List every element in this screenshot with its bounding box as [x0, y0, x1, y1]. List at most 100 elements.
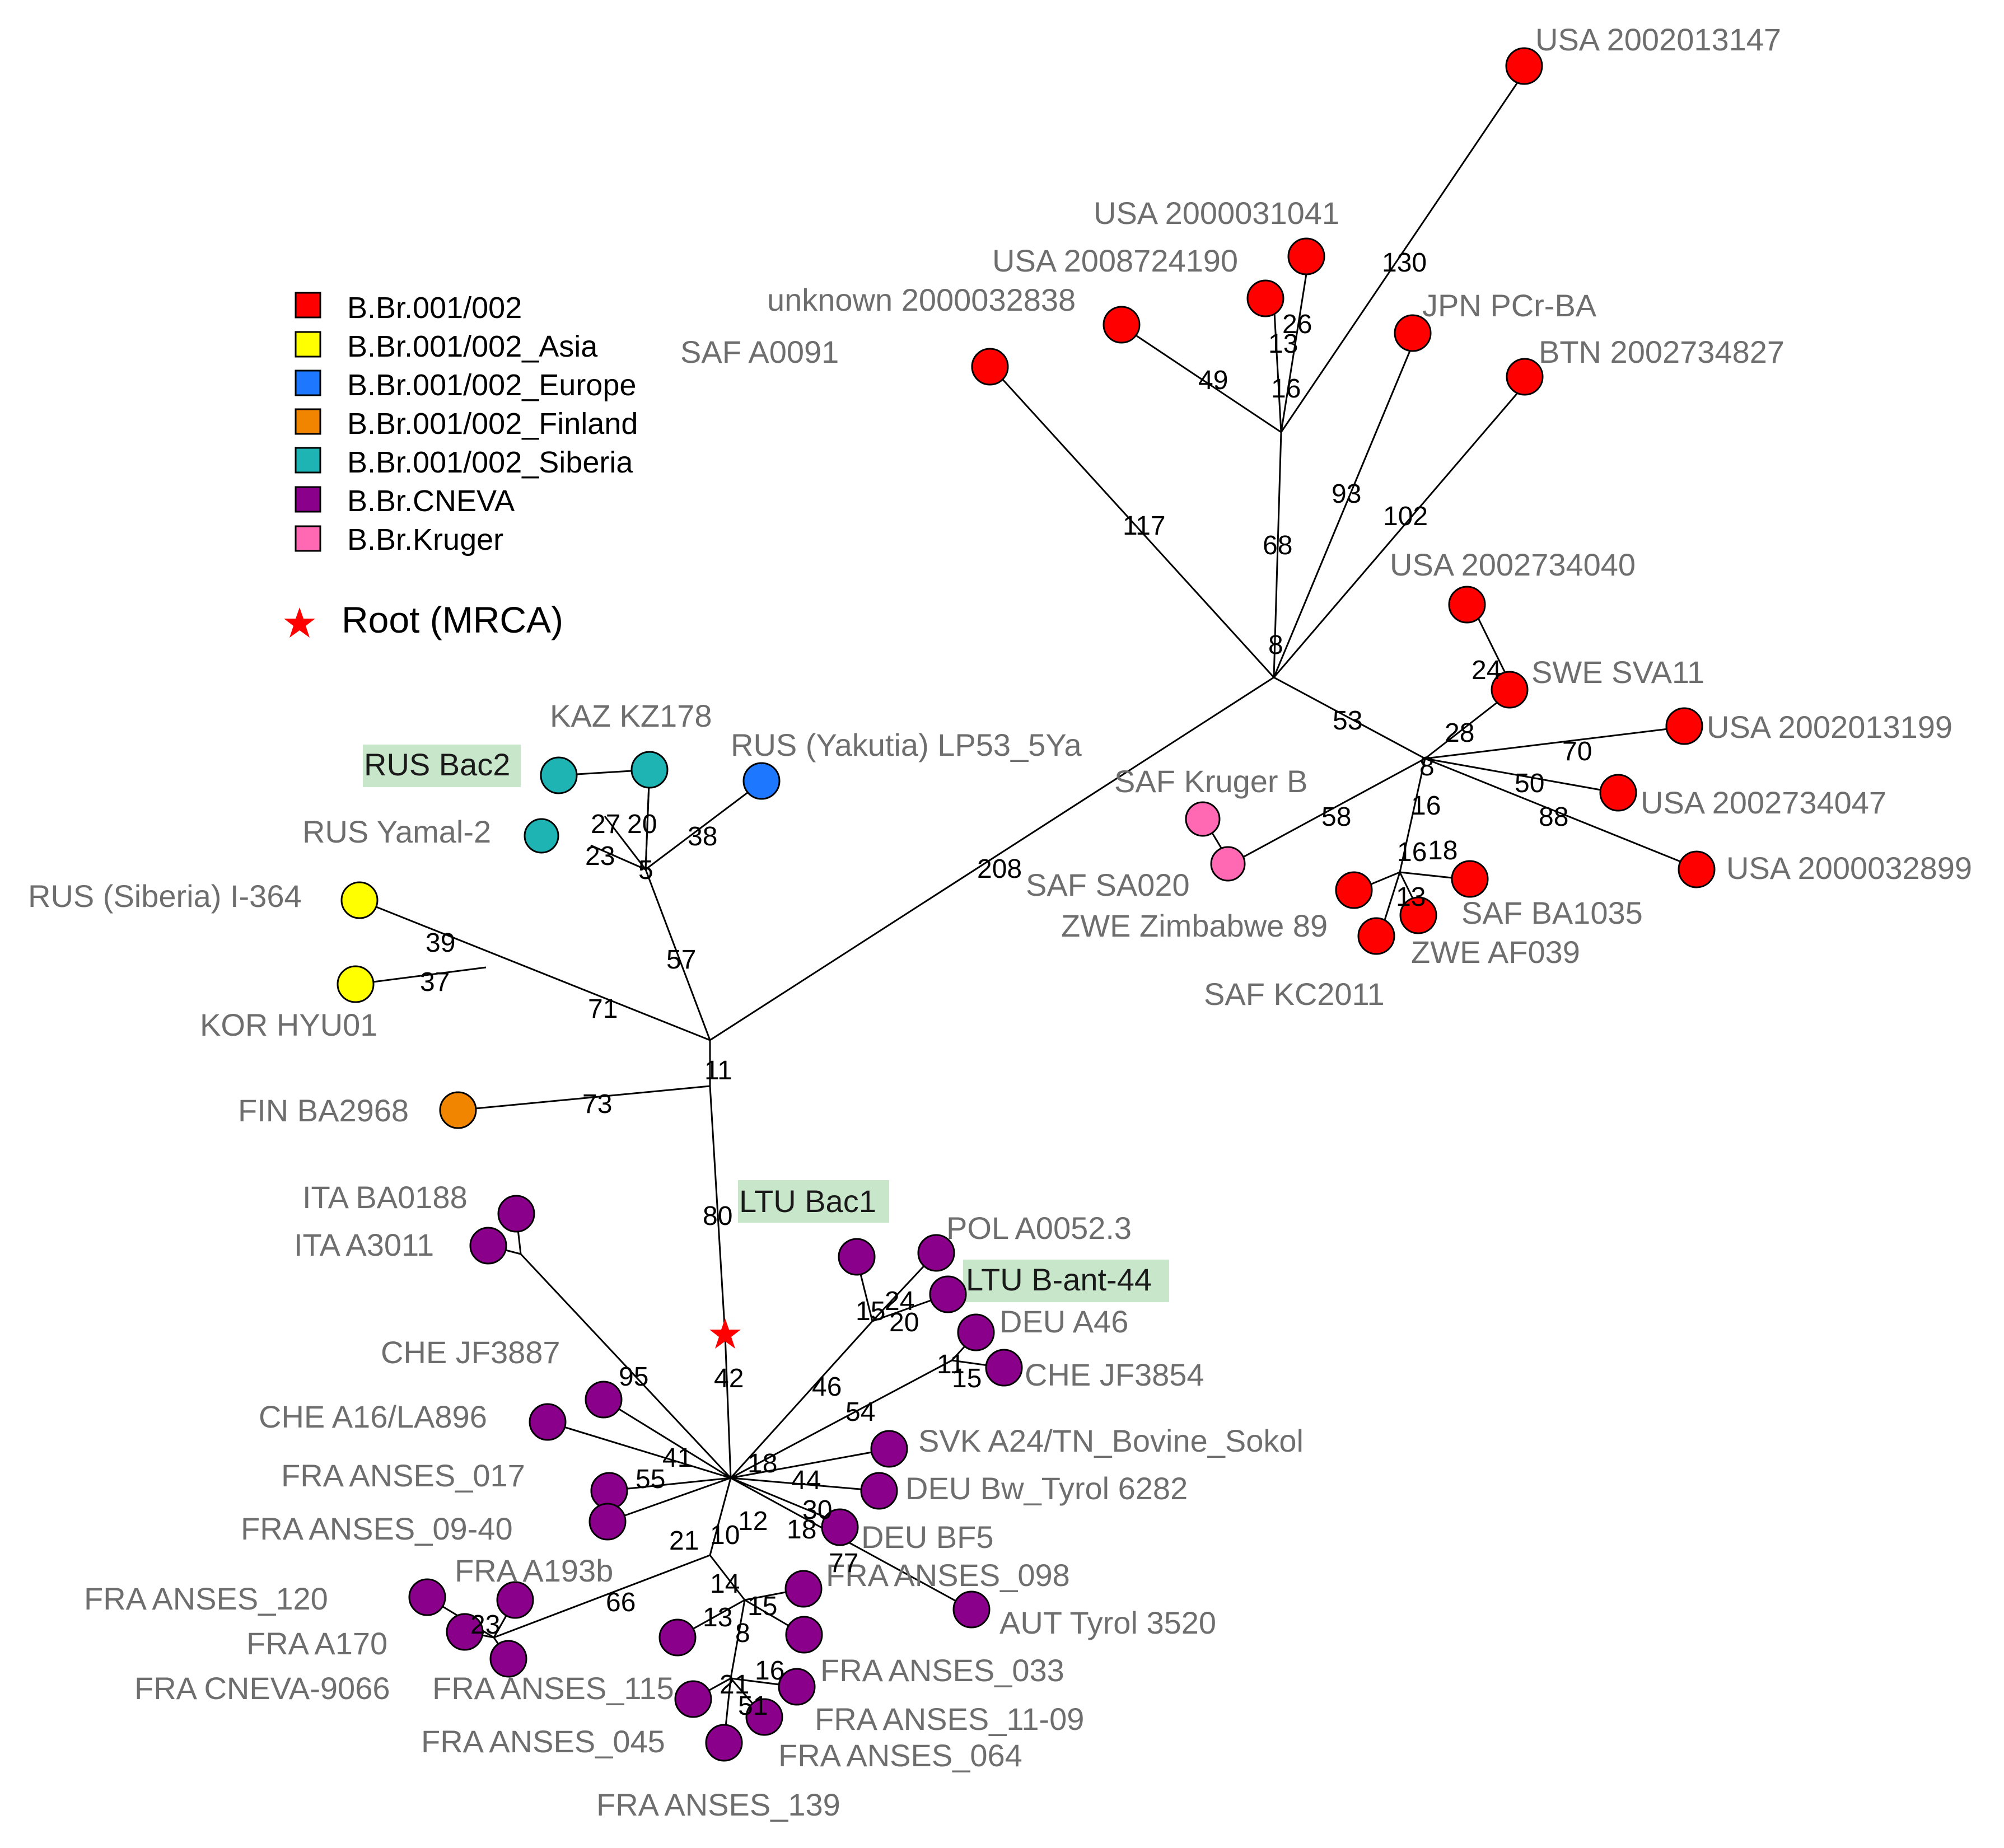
- legend: B.Br.001/002 B.Br.001/002_Asia B.Br.001/…: [284, 291, 638, 640]
- branch-length: 30: [802, 1495, 832, 1525]
- node-kaz-kz178[interactable]: [630, 751, 669, 789]
- branch: [604, 816, 647, 870]
- node-ltu-bant44[interactable]: [929, 1275, 967, 1313]
- legend-label: B.Br.Kruger: [347, 523, 503, 556]
- node-usa-2000032899[interactable]: [1678, 850, 1716, 888]
- strain-label: BTN 2002734827: [1539, 334, 1785, 369]
- node-deu-bf5[interactable]: [821, 1508, 859, 1546]
- node-fra-cneva[interactable]: [489, 1640, 527, 1678]
- strain-label: POL A0052.3: [946, 1210, 1132, 1246]
- node-usa-2008724190[interactable]: [1246, 279, 1284, 317]
- node-fra-anses-139[interactable]: [705, 1724, 743, 1762]
- legend-root-label: Root (MRCA): [342, 599, 563, 640]
- legend-label: B.Br.001/002: [347, 291, 522, 325]
- strain-label: DEU BF5: [861, 1519, 994, 1555]
- legend-root-star-icon: [284, 607, 315, 638]
- node-fin-ba2968[interactable]: [439, 1091, 477, 1129]
- branch: [603, 1398, 731, 1479]
- node-saf-a0091[interactable]: [971, 348, 1009, 386]
- strain-label: FRA ANSES_045: [421, 1724, 665, 1759]
- branch-length: 77: [829, 1548, 858, 1578]
- branch-length: 18: [1428, 836, 1458, 865]
- branch: [457, 1085, 711, 1111]
- node-fra-a170[interactable]: [446, 1613, 484, 1651]
- node-rus-siberia[interactable]: [340, 881, 379, 919]
- branch-length: 66: [606, 1588, 636, 1617]
- branch: [730, 1359, 952, 1479]
- branch: [709, 676, 1274, 1041]
- strain-label: USA 2002013147: [1535, 22, 1781, 57]
- branch-length: 117: [1123, 511, 1166, 541]
- node-fra-anses-045[interactable]: [674, 1680, 712, 1718]
- branch-length: 16: [1271, 374, 1301, 404]
- node-fra-anses-064[interactable]: [745, 1698, 783, 1736]
- branch-length: 49: [1198, 366, 1228, 395]
- node-usa-2000031041[interactable]: [1287, 237, 1325, 275]
- strain-label: SVK A24/TN_Bovine_Sokol: [918, 1423, 1304, 1458]
- branch: [359, 899, 711, 1041]
- node-aut-tyrol[interactable]: [952, 1590, 991, 1629]
- node-rus-bac2[interactable]: [540, 756, 578, 794]
- node-saf-ba1035[interactable]: [1451, 860, 1489, 898]
- node-fra-anses-1109[interactable]: [778, 1668, 816, 1706]
- strain-label: USA 2002734040: [1390, 547, 1636, 582]
- node-jpn-pcr-ba[interactable]: [1394, 314, 1432, 352]
- node-rus-yakutia[interactable]: [742, 762, 781, 800]
- branch: [730, 1477, 842, 1525]
- strain-label: LTU B-ant-44: [966, 1262, 1152, 1297]
- branch: [1399, 758, 1426, 873]
- node-fra-anses-120[interactable]: [408, 1578, 446, 1616]
- node-zwe-zimbabwe-89[interactable]: [1335, 871, 1373, 909]
- node-fra-anses-098[interactable]: [784, 1570, 823, 1608]
- node-swe-sva11[interactable]: [1491, 671, 1529, 709]
- branch-length: 50: [1515, 769, 1544, 798]
- legend-label: B.Br.001/002_Europe: [347, 368, 636, 402]
- branch-length: 26: [1282, 310, 1312, 339]
- branch: [590, 844, 646, 871]
- node-fra-a193b[interactable]: [496, 1581, 534, 1619]
- node-usa-2002013199[interactable]: [1665, 707, 1703, 745]
- node-btn-2002734827[interactable]: [1506, 358, 1544, 396]
- branch: [1230, 757, 1426, 865]
- node-che-a16[interactable]: [529, 1403, 567, 1441]
- node-zwe-af039[interactable]: [1399, 896, 1437, 934]
- branch: [730, 1320, 873, 1479]
- node-pol-a0052-b[interactable]: [917, 1234, 955, 1272]
- branch-length: 27: [591, 810, 620, 839]
- node-fra-anses-0940[interactable]: [588, 1503, 627, 1541]
- strain-label: AUT Tyrol 3520: [999, 1605, 1216, 1640]
- node-usa-2002734040[interactable]: [1448, 586, 1486, 624]
- node-usa-2002734047[interactable]: [1599, 774, 1637, 812]
- node-unknown-2000032838[interactable]: [1103, 306, 1141, 344]
- node-saf-sa020[interactable]: [1210, 846, 1246, 882]
- node-che-jf3854[interactable]: [985, 1349, 1023, 1387]
- legend-swatch: [295, 408, 321, 435]
- strain-label: FRA A193b: [455, 1553, 613, 1588]
- node-saf-kc2011[interactable]: [1357, 917, 1395, 955]
- branch-length: 71: [588, 994, 618, 1024]
- branch-length: 88: [1539, 802, 1568, 832]
- node-che-jf3887[interactable]: [585, 1381, 623, 1419]
- branch: [730, 1448, 891, 1479]
- node-fra-anses-033[interactable]: [785, 1616, 823, 1654]
- node-kor-hyu01[interactable]: [337, 965, 375, 1003]
- node-rus-yamal2[interactable]: [524, 818, 559, 854]
- node-pol-a0052[interactable]: [838, 1238, 876, 1276]
- strain-label: RUS Yamal-2: [302, 814, 491, 849]
- branch-length: 73: [582, 1089, 612, 1119]
- branch-length: 14: [710, 1569, 740, 1599]
- node-ita-a3011[interactable]: [469, 1227, 507, 1265]
- node-ita-ba0188[interactable]: [497, 1195, 535, 1233]
- branch-length: 21: [669, 1526, 699, 1556]
- node-fra-anses-115[interactable]: [658, 1618, 697, 1657]
- node-svk-a24[interactable]: [870, 1430, 908, 1468]
- branch-length: 20: [889, 1308, 919, 1337]
- node-usa-2002013147[interactable]: [1505, 47, 1543, 85]
- node-deu-a46[interactable]: [957, 1313, 995, 1351]
- branch-length: 8: [1419, 752, 1435, 782]
- node-saf-kruger-b[interactable]: [1185, 801, 1221, 837]
- strain-label: FRA ANSES_115: [432, 1671, 674, 1706]
- legend-label: B.Br.001/002_Siberia: [347, 446, 633, 479]
- branch-length: 12: [738, 1507, 768, 1536]
- node-deu-bw-tyrol[interactable]: [860, 1472, 898, 1510]
